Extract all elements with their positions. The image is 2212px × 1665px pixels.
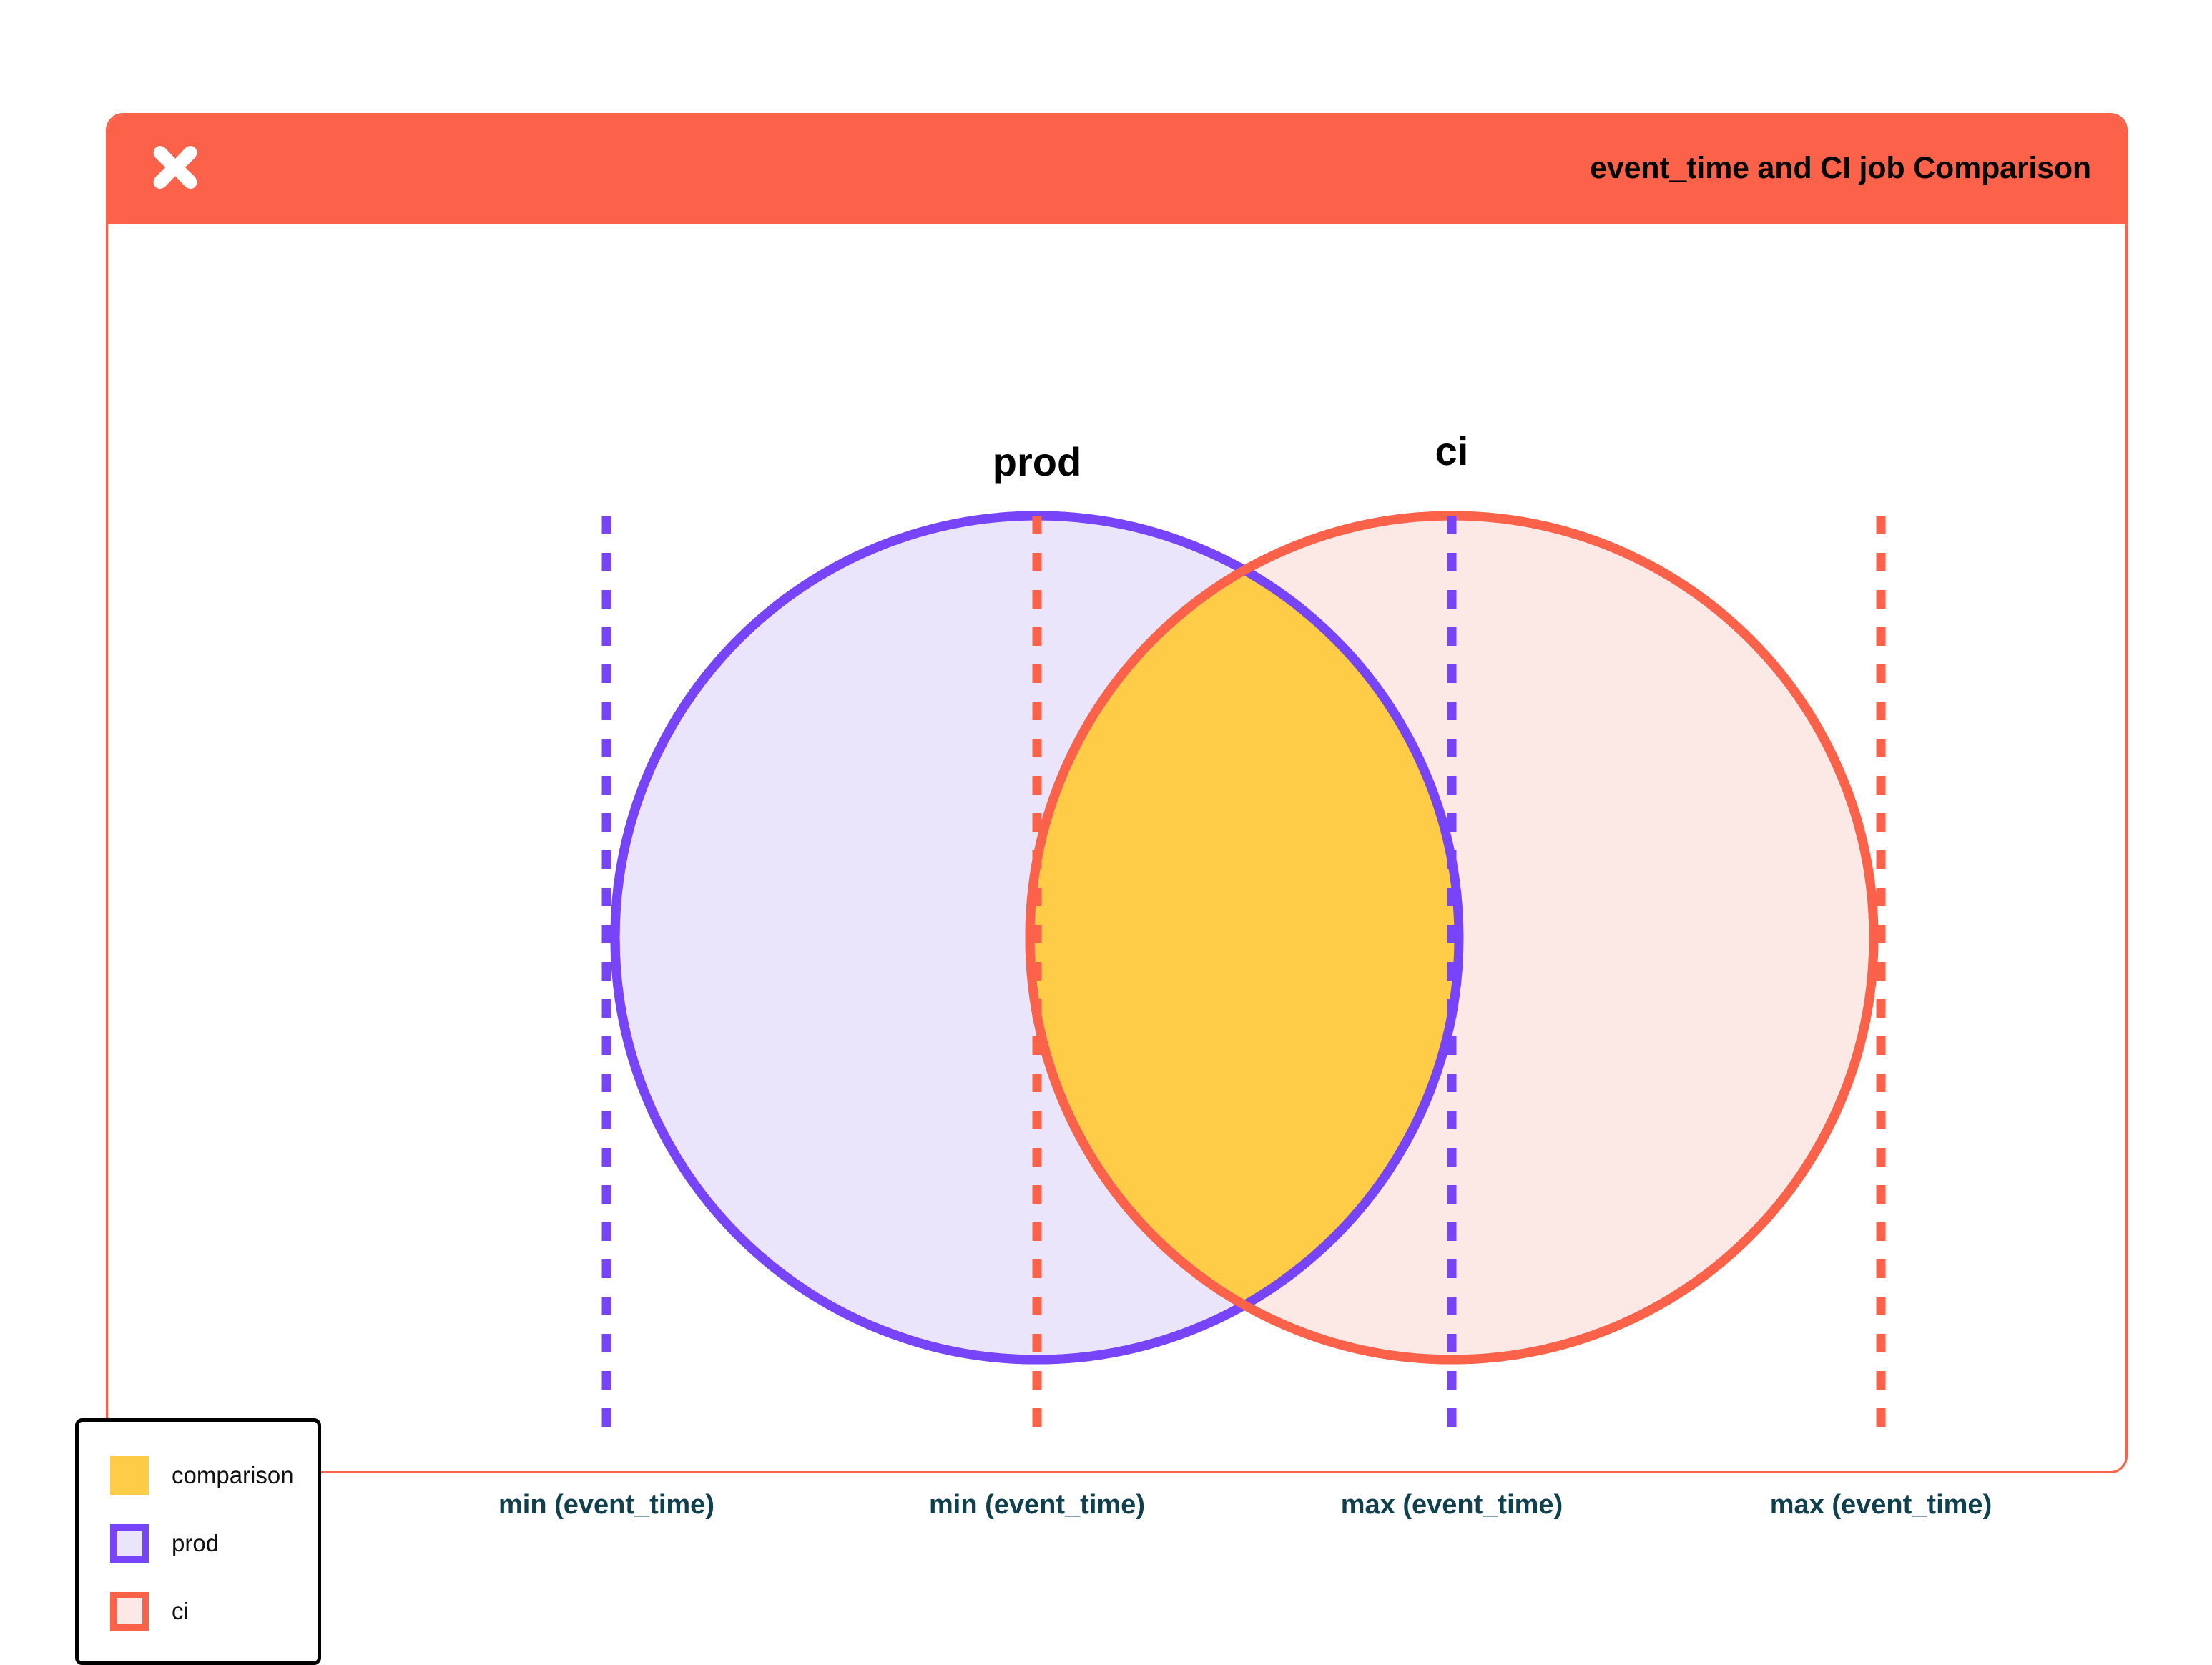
legend-swatch-ci-icon [110, 1592, 149, 1631]
chart-card: event_time and CI job Comparison [75, 113, 2128, 1665]
legend-label-comparison: comparison [172, 1462, 294, 1488]
legend-swatch-prod-icon [110, 1524, 149, 1563]
chart-legend: comparison prod ci [75, 1418, 321, 1665]
venn-label-prod: prod [992, 439, 1082, 484]
legend-label-ci: ci [172, 1598, 189, 1624]
marker-label-ci-min: min (event_time) [929, 1490, 1145, 1520]
legend-swatch-comparison-icon [110, 1456, 149, 1495]
card-header: event_time and CI job Comparison [108, 115, 2125, 224]
legend-item-prod[interactable]: prod [110, 1524, 219, 1563]
legend-item-comparison[interactable]: comparison [110, 1456, 294, 1495]
venn-label-ci: ci [1435, 428, 1469, 473]
venn-diagram-svg [601, 511, 1886, 1431]
page-title: event_time and CI job Comparison [1590, 151, 2091, 185]
marker-label-ci-max: max (event_time) [1769, 1490, 1992, 1520]
marker-label-prod-max: max (event_time) [1340, 1490, 1563, 1520]
butterfly-x-logo-icon [153, 146, 197, 189]
legend-item-ci[interactable]: ci [110, 1592, 189, 1631]
screenshot-root: event_time and CI job Comparison [75, 113, 2128, 1665]
venn-plot-area: prod ci min (event_time) min (event_time… [75, 224, 2125, 1665]
legend-label-prod: prod [172, 1530, 220, 1556]
marker-label-prod-min: min (event_time) [498, 1490, 714, 1520]
